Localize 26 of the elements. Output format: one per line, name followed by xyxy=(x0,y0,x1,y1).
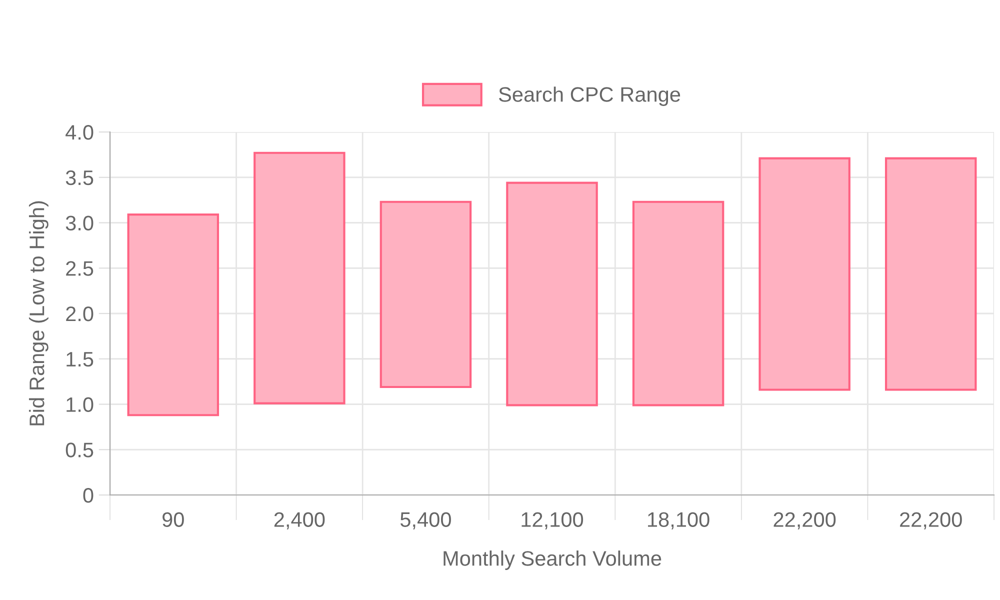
bar xyxy=(884,157,977,391)
bar xyxy=(506,182,598,406)
y-tick-label: 0.5 xyxy=(66,442,94,458)
legend-label: Search CPC Range xyxy=(498,86,680,106)
x-tick-label: 12,100 xyxy=(522,512,584,530)
y-tick-label: 2.5 xyxy=(66,261,94,276)
y-tick-label: 4.0 xyxy=(66,125,94,140)
x-axis-title: Monthly Search Volume xyxy=(444,550,662,570)
x-tick-label: 90 xyxy=(162,512,184,527)
x-tick-label: 22,200 xyxy=(900,512,962,530)
x-tick-label: 22,200 xyxy=(774,512,836,530)
bar xyxy=(632,200,724,406)
x-tick-label: 18,100 xyxy=(648,512,710,530)
y-tick-label: 0 xyxy=(83,488,94,503)
bar xyxy=(758,157,850,391)
y-tick-label: 1.5 xyxy=(66,352,94,367)
y-axis-title: Bid Range (Low to High) xyxy=(28,201,48,426)
bar xyxy=(254,152,346,404)
y-tick-label: 1.0 xyxy=(66,397,94,412)
y-tick-label: 2.0 xyxy=(66,306,94,322)
bar xyxy=(127,214,220,416)
y-tick-label: 3.0 xyxy=(66,216,94,231)
x-tick-label: 5,400 xyxy=(400,512,451,530)
bar xyxy=(380,200,472,388)
y-tick-label: 3.5 xyxy=(66,170,94,186)
x-tick-label: 2,400 xyxy=(274,512,325,530)
